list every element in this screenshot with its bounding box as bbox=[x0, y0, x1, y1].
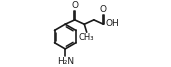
Text: O: O bbox=[100, 5, 107, 14]
Text: OH: OH bbox=[105, 19, 119, 28]
Text: O: O bbox=[71, 1, 78, 10]
Text: H₂N: H₂N bbox=[57, 57, 74, 66]
Text: CH₃: CH₃ bbox=[79, 33, 94, 42]
